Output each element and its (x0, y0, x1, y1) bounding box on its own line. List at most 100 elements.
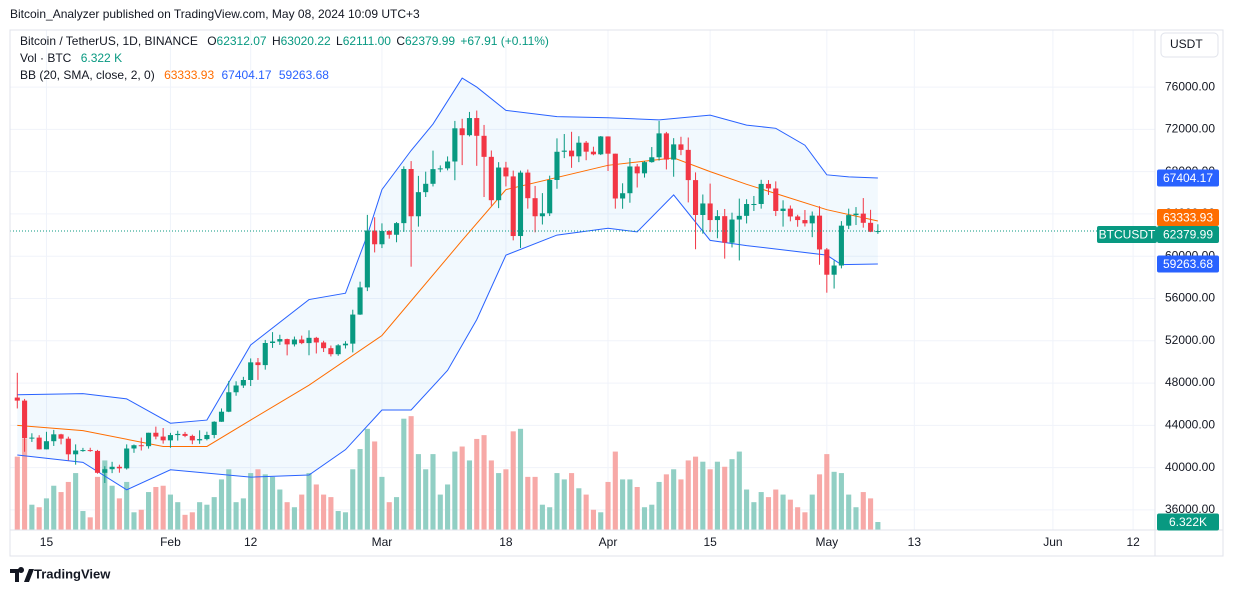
symbol-tag (1097, 226, 1157, 244)
chart-frame (9, 29, 1224, 557)
legend-main: Bitcoin / TetherUS, 1D, BINANCE O62312.0… (20, 34, 549, 48)
legend-low: 62111.00 (343, 34, 392, 48)
candle-body (787, 208, 793, 217)
volume-bar (248, 473, 254, 530)
candle-body (269, 341, 276, 344)
candle-body (299, 339, 305, 344)
volume-bar (350, 469, 356, 530)
candle-body (802, 220, 808, 224)
price-tag-label: 59263.68 (1163, 257, 1213, 271)
currency-label[interactable]: USDT (1170, 37, 1203, 51)
candle-body (744, 203, 750, 216)
candle-body (729, 219, 735, 243)
volume-bar (226, 469, 232, 530)
volume-bar (36, 507, 42, 530)
candle-body (291, 339, 297, 345)
volume-bar (146, 492, 152, 530)
volume-bar (29, 504, 35, 530)
volume-bar (255, 469, 261, 530)
candle-body (124, 448, 130, 469)
candle-body (175, 433, 181, 436)
volume-bar (65, 481, 71, 530)
plot (10, 77, 1155, 530)
candle-body (846, 215, 852, 226)
candle-body (102, 469, 108, 473)
volume-bar (671, 469, 677, 530)
volume-bar (612, 451, 618, 530)
volume-bar (58, 492, 64, 530)
candle-body (36, 437, 42, 450)
volume-bar (605, 481, 611, 530)
candle-body (824, 249, 830, 275)
volume-bar (496, 473, 502, 530)
candle-body (860, 213, 866, 223)
volume-bar (197, 502, 203, 530)
volume-bar (131, 512, 137, 530)
volume-bar (692, 456, 699, 530)
candle-body (795, 216, 801, 221)
price-tag (1157, 169, 1219, 187)
candle-body (313, 337, 319, 343)
volume-bar (853, 507, 859, 530)
volume-bar (364, 428, 370, 530)
price-tags: 62379.99 BTCUSDT 63333.93 67404.17 59263.68 6… (1097, 169, 1219, 531)
candle-body (284, 339, 290, 345)
volume-bar (73, 473, 79, 530)
volume-bar (109, 485, 115, 530)
candle-body (58, 434, 64, 439)
candle-body (364, 230, 370, 288)
volume-bar (510, 431, 516, 530)
volume-bar (816, 474, 823, 530)
volume-bar (729, 459, 735, 530)
x-tick-label: 15 (40, 535, 54, 549)
candle-body (321, 342, 327, 349)
candle-body (700, 203, 706, 215)
candle-body (474, 118, 480, 136)
volume-bar (554, 473, 560, 530)
candle-body (408, 169, 414, 217)
volume-bar (656, 481, 662, 530)
legend-bands: BB (20, SMA, close, 2, 0) 63333.93 67404… (20, 68, 329, 82)
volume-bar (634, 486, 640, 530)
volume-bar (576, 488, 582, 530)
legend-l: L (336, 34, 343, 48)
volume-bar (445, 484, 451, 530)
volume-bar (182, 514, 188, 530)
volume-bar (138, 509, 144, 530)
candle-body (218, 411, 225, 422)
candle-body (262, 343, 268, 366)
x-tick-label: Feb (160, 535, 181, 549)
volume-bar (372, 441, 378, 530)
volume-bar (262, 474, 268, 530)
volume-bar (627, 479, 633, 530)
volume-bar (525, 476, 531, 530)
volume-bar (765, 497, 772, 530)
candle-body (816, 215, 823, 250)
candle-body (277, 339, 283, 342)
volume-bar (802, 512, 808, 530)
candle-body (692, 180, 699, 215)
volume-bar (503, 469, 509, 530)
volume-bar (459, 446, 465, 530)
candle-body (430, 169, 436, 184)
candle-body (663, 133, 669, 160)
candle-body (641, 162, 648, 174)
candle-body (423, 183, 429, 193)
volume-bar (167, 494, 173, 530)
bands-lower-last: 59263.68 (279, 68, 329, 82)
candle-body (452, 128, 458, 162)
candle-body (481, 135, 487, 157)
volume-bar (466, 460, 473, 530)
volume-bar (87, 517, 93, 530)
candle-body (357, 287, 363, 315)
candle-body (415, 192, 421, 217)
candle-body (73, 450, 79, 455)
legend-close: 62379.99 (405, 34, 455, 48)
volume-bar (175, 502, 181, 530)
currency-button[interactable] (1160, 32, 1219, 58)
volume-bar (787, 499, 793, 530)
x-tick-label: Mar (372, 535, 393, 549)
volume-bar (116, 498, 122, 530)
volume-bar (722, 466, 728, 530)
candle-body (773, 188, 779, 211)
